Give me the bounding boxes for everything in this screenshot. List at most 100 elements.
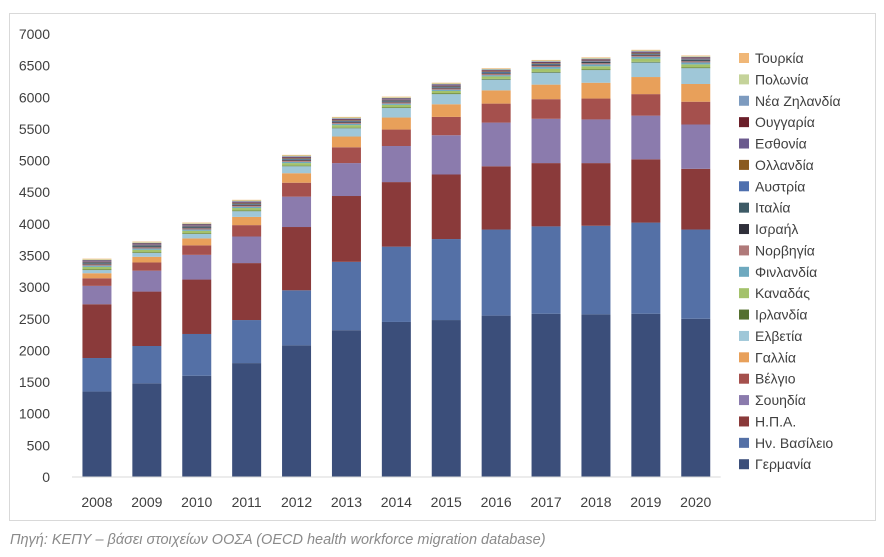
bar-segment <box>282 163 312 166</box>
bar-segment <box>232 202 262 204</box>
legend-label: Καναδάς <box>755 285 810 301</box>
bar-segment <box>381 100 411 102</box>
bar-segment <box>282 155 312 157</box>
bar-segment <box>481 73 511 74</box>
bar-segment <box>681 59 711 60</box>
bar-segment <box>282 154 312 156</box>
legend-item: Ισραήλ <box>739 221 798 237</box>
bar-segment <box>481 78 511 80</box>
bar-segment <box>531 61 561 62</box>
bar-segment <box>631 313 661 477</box>
bar-segment <box>481 79 511 91</box>
legend-label: Βέλγιο <box>755 371 796 387</box>
bar-segment <box>132 252 162 257</box>
bar-segment <box>331 116 361 118</box>
y-tick-label: 5000 <box>19 153 50 169</box>
bar-segment <box>331 120 361 121</box>
bar-segment <box>182 226 212 228</box>
bar-segment <box>331 121 361 122</box>
legend-item: Εσθονία <box>739 136 807 152</box>
bar-segment <box>531 64 561 66</box>
x-tick-label: 2010 <box>181 494 212 510</box>
x-tick-label: 2018 <box>580 494 611 510</box>
y-tick-label: 3500 <box>19 248 50 264</box>
legend-swatch <box>739 53 749 63</box>
bar-segment <box>182 225 212 226</box>
bar-segment <box>481 68 511 69</box>
legend-item: Γερμανία <box>739 456 811 472</box>
bar-segment <box>132 346 162 384</box>
bar-segment <box>182 225 212 227</box>
bar-segment <box>431 87 461 89</box>
bar-segment <box>381 97 411 99</box>
bar-segment <box>681 68 711 84</box>
bar-segment <box>132 244 162 245</box>
x-tick-label: 2013 <box>331 494 362 510</box>
bar-segment <box>381 97 411 98</box>
bar-segment <box>182 279 212 334</box>
legend-swatch <box>739 138 749 149</box>
bar-segment <box>481 90 511 104</box>
bar-segment <box>82 273 112 279</box>
y-tick-label: 7000 <box>19 26 50 42</box>
bar-segment <box>431 239 461 321</box>
bar-segment <box>481 70 511 71</box>
legend-item: Νορβηγία <box>739 242 815 258</box>
bar-segment <box>631 58 661 62</box>
bar-segment <box>182 375 212 477</box>
bar-segment <box>331 196 361 262</box>
legend-swatch <box>739 245 749 256</box>
stacked-bar-chart: 0 500 1000 1500 2000 2500 3000 3500 4000 4500 5000… <box>19 26 841 510</box>
bar-segment <box>431 84 461 86</box>
legend-item: Ουγγαρία <box>739 114 815 130</box>
legend-item: Νέα Ζηλανδία <box>739 93 841 109</box>
bar-segment <box>631 54 661 55</box>
bar-segment <box>232 320 262 364</box>
legend-label: Ιρλανδία <box>755 307 807 323</box>
bar-segment <box>381 101 411 102</box>
bar-segment <box>431 320 461 477</box>
bar-segment <box>581 163 611 226</box>
bar-segment <box>82 278 112 286</box>
legend-item: Πολωνία <box>739 71 809 87</box>
y-tick-label: 4000 <box>19 216 50 232</box>
bar-segment <box>631 222 661 314</box>
bar-segment <box>581 62 611 64</box>
bar-segment <box>431 87 461 88</box>
legend-swatch <box>739 266 749 277</box>
legend-swatch <box>739 95 749 106</box>
bar-segment <box>631 62 661 78</box>
bar-segment <box>82 265 112 267</box>
legend-swatch <box>739 459 749 470</box>
bar-segment <box>631 52 661 54</box>
x-tick-label: 2008 <box>81 494 112 510</box>
x-tick-label: 2016 <box>481 494 512 510</box>
bar-stack-2010 <box>182 222 212 477</box>
bar-segment <box>82 260 112 262</box>
bar-segment <box>681 124 711 169</box>
legend-item: Ην. Βασίλειο <box>739 435 833 451</box>
bar-segment <box>282 161 312 164</box>
bar-segment <box>381 117 411 130</box>
legend-swatch <box>739 224 749 235</box>
bar-segment <box>232 216 262 226</box>
bar-segment <box>531 313 561 477</box>
bar-segment <box>282 160 312 162</box>
legend-item: Καναδάς <box>739 285 810 301</box>
bar-segment <box>381 103 411 105</box>
bar-segment <box>232 208 262 211</box>
legend: Τουρκία Πολωνία Νέα Ζηλανδία Ουγγαρία Εσθονί… <box>739 50 841 472</box>
bar-segment <box>331 119 361 121</box>
bar-segment <box>182 245 212 255</box>
legend-label: Σουηδία <box>755 392 806 408</box>
bar-segment <box>431 86 461 88</box>
bar-segment <box>282 156 312 157</box>
bar-segment <box>282 182 312 197</box>
bar-segment <box>232 199 262 201</box>
legend-label: Η.Π.Α. <box>755 413 796 429</box>
legend-item: Βέλγιο <box>739 371 796 387</box>
bar-segment <box>82 263 112 264</box>
legend-item: Φινλανδία <box>739 264 817 280</box>
y-tick-label: 6500 <box>19 58 50 74</box>
bar-segment <box>581 58 611 60</box>
